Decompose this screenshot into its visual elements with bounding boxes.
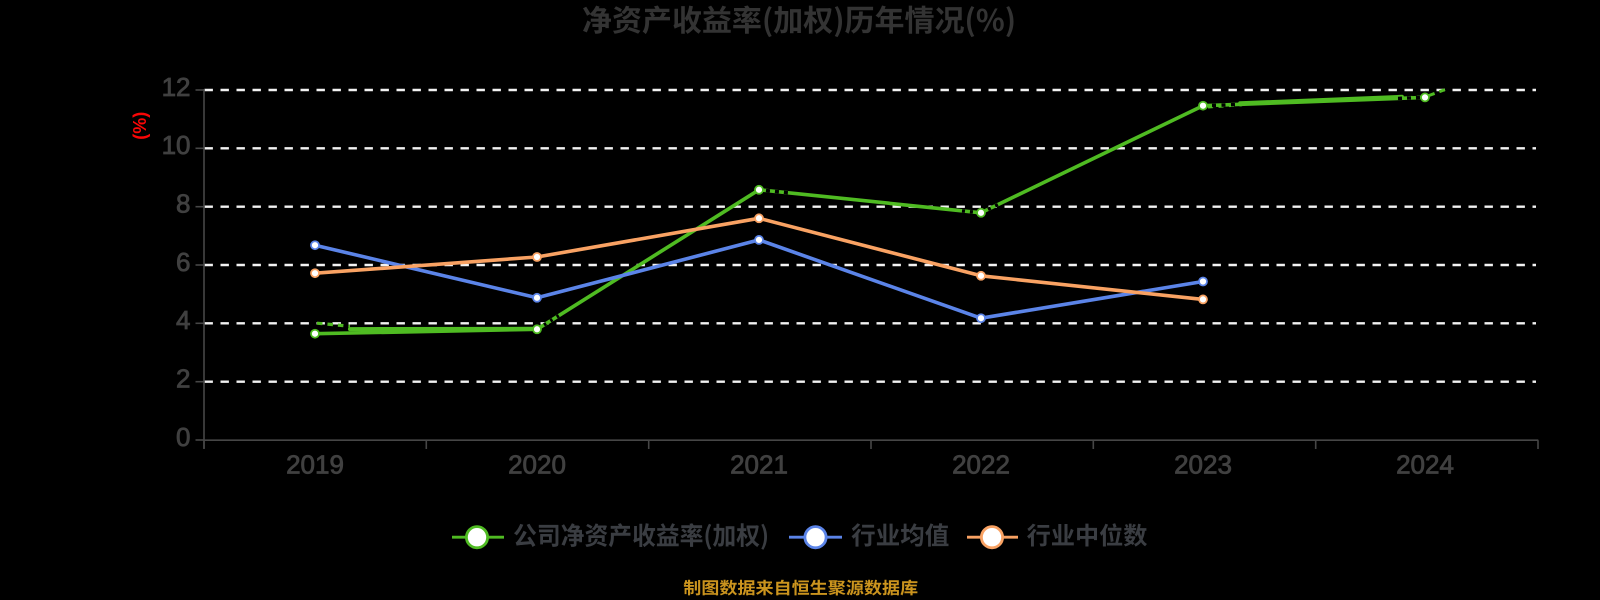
svg-text:2024: 2024 [1396, 450, 1454, 480]
svg-text:4: 4 [176, 305, 190, 335]
svg-text:2: 2 [176, 364, 190, 394]
svg-text:8: 8 [176, 189, 190, 219]
svg-text:10: 10 [162, 130, 191, 160]
svg-text:6: 6 [176, 247, 190, 277]
svg-text:2020: 2020 [508, 450, 566, 480]
svg-text:2023: 2023 [1174, 450, 1232, 480]
svg-text:2022: 2022 [952, 450, 1010, 480]
svg-text:12: 12 [162, 72, 191, 102]
svg-text:0: 0 [176, 422, 190, 452]
svg-text:2019: 2019 [286, 450, 344, 480]
svg-text:2021: 2021 [730, 450, 788, 480]
svg-text:(%): (%) [130, 112, 150, 140]
